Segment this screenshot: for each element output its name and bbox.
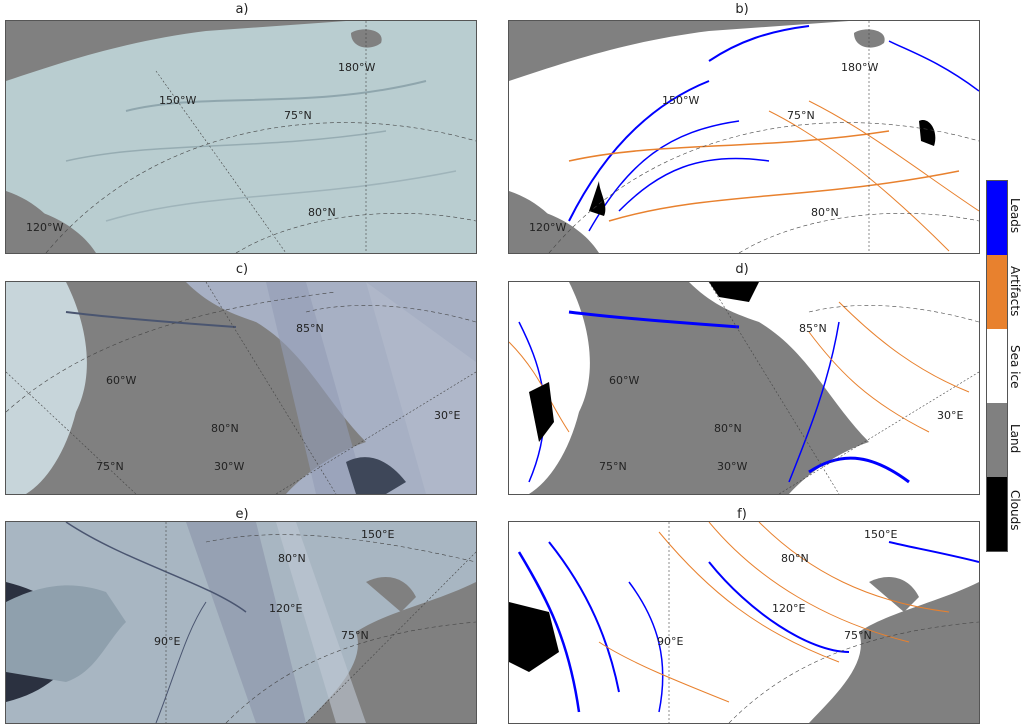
map-image-f — [509, 522, 979, 723]
map-image-a — [6, 21, 476, 253]
map-image-d — [509, 282, 979, 494]
legend-label-artifacts: Artifacts — [1008, 266, 1022, 317]
geo-label: 80°N — [811, 206, 839, 219]
map-panel-b: 180°W 150°W 75°N 80°N 120°W — [508, 20, 980, 254]
map-image-e — [6, 522, 476, 723]
geo-label: 80°N — [278, 552, 306, 565]
geo-label: 90°E — [154, 635, 181, 648]
class-legend — [986, 180, 1008, 552]
geo-label: 75°N — [284, 109, 312, 122]
panel-title-a: a) — [235, 2, 249, 17]
legend-label-clouds: Clouds — [1008, 490, 1022, 531]
panel-title-b: b) — [735, 2, 749, 17]
geo-label: 120°W — [529, 221, 567, 234]
geo-label: 80°N — [308, 206, 336, 219]
geo-label: 180°W — [841, 61, 879, 74]
geo-label: 80°N — [781, 552, 809, 565]
geo-label: 150°W — [159, 94, 197, 107]
geo-label: 30°W — [214, 460, 245, 473]
map-image-c — [6, 282, 476, 494]
legend-label-sea-ice: Sea ice — [1008, 345, 1022, 389]
geo-label: 30°E — [434, 409, 461, 422]
geo-label: 60°W — [609, 374, 640, 387]
map-image-b — [509, 21, 979, 253]
legend-swatch-leads — [987, 181, 1007, 255]
geo-label: 150°W — [662, 94, 700, 107]
legend-label-land: Land — [1008, 424, 1022, 454]
geo-label: 75°N — [844, 629, 872, 642]
panel-title-c: c) — [235, 262, 249, 277]
map-panel-f: 150°E 80°N 120°E 90°E 75°N — [508, 521, 980, 724]
geo-label: 75°N — [787, 109, 815, 122]
geo-label: 120°E — [772, 602, 806, 615]
map-panel-a: 180°W 150°W 75°N 80°N 120°W — [5, 20, 477, 254]
panel-title-d: d) — [735, 262, 749, 277]
map-panel-d: 85°N 60°W 80°N 30°E 75°N 30°W — [508, 281, 980, 495]
geo-label: 75°N — [599, 460, 627, 473]
geo-label: 75°N — [341, 629, 369, 642]
geo-label: 80°N — [714, 422, 742, 435]
geo-label: 85°N — [296, 322, 324, 335]
legend-swatch-artifacts — [987, 255, 1007, 329]
geo-label: 120°E — [269, 602, 303, 615]
geo-label: 30°W — [717, 460, 748, 473]
panel-title-e: e) — [235, 507, 249, 522]
geo-label: 80°N — [211, 422, 239, 435]
geo-label: 150°E — [361, 528, 395, 541]
geo-label: 150°E — [864, 528, 898, 541]
geo-label: 75°N — [96, 460, 124, 473]
map-panel-c: 85°N 60°W 80°N 30°E 75°N 30°W — [5, 281, 477, 495]
geo-label: 120°W — [26, 221, 64, 234]
geo-label: 85°N — [799, 322, 827, 335]
legend-label-leads: Leads — [1008, 198, 1022, 234]
map-panel-e: 150°E 80°N 120°E 90°E 75°N — [5, 521, 477, 724]
geo-label: 60°W — [106, 374, 137, 387]
legend-swatch-clouds — [987, 477, 1007, 551]
legend-swatch-sea-ice — [987, 329, 1007, 403]
geo-label: 30°E — [937, 409, 964, 422]
panel-title-f: f) — [737, 507, 747, 522]
legend-swatch-land — [987, 403, 1007, 477]
geo-label: 180°W — [338, 61, 376, 74]
geo-label: 90°E — [657, 635, 684, 648]
